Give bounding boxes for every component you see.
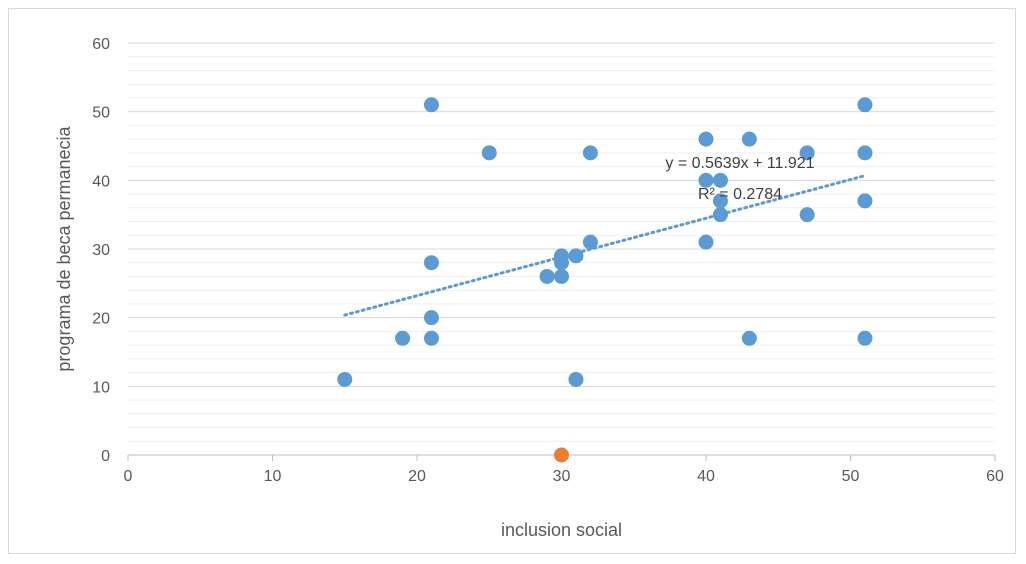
data-points bbox=[337, 97, 873, 463]
data-point bbox=[395, 330, 411, 346]
trendline-r-squared: R² = 0.2784 bbox=[698, 186, 782, 203]
data-point bbox=[857, 145, 873, 161]
x-axis-ticks: 0 10 20 30 40 50 60 bbox=[124, 455, 1004, 485]
data-point bbox=[712, 172, 728, 188]
data-point bbox=[554, 268, 569, 284]
y-tick-label: 20 bbox=[92, 311, 110, 328]
trendline-equation: y = 0.5639x + 11.921 bbox=[665, 155, 814, 172]
x-tick-label: 40 bbox=[697, 468, 715, 485]
y-tick-label: 50 bbox=[92, 105, 110, 122]
data-point bbox=[712, 207, 728, 223]
data-point bbox=[423, 255, 439, 271]
data-point bbox=[568, 248, 584, 264]
x-tick-label: 10 bbox=[264, 468, 282, 485]
data-point bbox=[582, 234, 598, 250]
data-point bbox=[799, 145, 815, 161]
data-point bbox=[337, 371, 353, 387]
x-tick-label: 50 bbox=[842, 468, 860, 485]
data-point bbox=[698, 131, 714, 147]
chart-area bbox=[8, 8, 1016, 554]
data-point bbox=[857, 330, 873, 346]
data-point bbox=[481, 145, 497, 161]
data-point bbox=[423, 330, 439, 346]
x-tick-label: 60 bbox=[986, 468, 1004, 485]
x-axis-title: inclusion social bbox=[501, 520, 622, 540]
y-axis-title: programa de beca permanecia bbox=[54, 125, 74, 371]
data-point bbox=[741, 330, 757, 346]
data-point bbox=[857, 193, 873, 209]
y-tick-label: 30 bbox=[92, 242, 110, 259]
y-tick-label: 10 bbox=[92, 379, 110, 396]
x-tick-label: 30 bbox=[553, 468, 571, 485]
data-point bbox=[554, 255, 569, 271]
data-point bbox=[698, 234, 714, 250]
data-point bbox=[423, 310, 439, 326]
x-tick-label: 0 bbox=[124, 468, 133, 485]
data-point bbox=[741, 131, 757, 147]
data-point bbox=[698, 172, 714, 188]
x-tick-label: 20 bbox=[408, 468, 426, 485]
y-tick-label: 40 bbox=[92, 173, 110, 190]
data-point bbox=[712, 193, 728, 209]
trendline bbox=[343, 174, 867, 317]
data-point bbox=[582, 145, 598, 161]
data-point bbox=[857, 97, 873, 113]
y-tick-label: 0 bbox=[101, 448, 110, 465]
data-point bbox=[799, 207, 815, 223]
minor-gridlines bbox=[128, 56, 995, 442]
data-point bbox=[539, 268, 555, 284]
data-point bbox=[568, 371, 584, 387]
data-point bbox=[423, 97, 439, 113]
y-axis-ticks: 0 10 20 30 40 50 60 bbox=[92, 36, 110, 465]
y-tick-label: 60 bbox=[92, 36, 110, 53]
data-point bbox=[554, 447, 569, 463]
